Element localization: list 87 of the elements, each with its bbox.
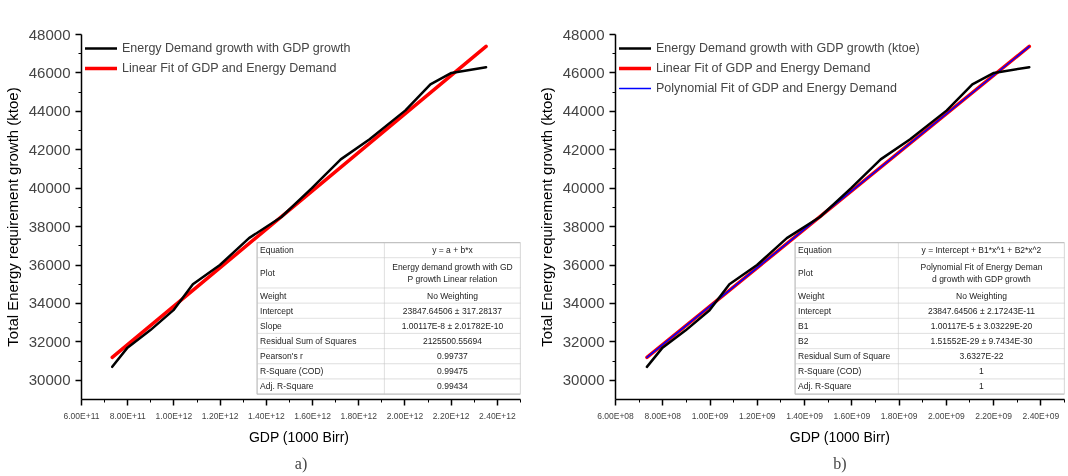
legend-label: Polynomial Fit of GDP and Energy Demand: [656, 81, 897, 95]
annotation: y = Intercept + B1*x^1 + B2*x^2: [921, 245, 1042, 256]
x-tick-label: 1.00E+12: [155, 410, 193, 421]
x-axis-title: GDP (1000 Birr): [248, 428, 349, 445]
annotation: Weight: [798, 290, 826, 301]
y-tick-label: 32000: [28, 332, 71, 350]
annotation: No Weighting: [956, 290, 1008, 301]
y-tick-label: 34000: [28, 294, 71, 312]
y-tick-label: 40000: [28, 179, 71, 197]
annotation: R-Square (COD): [260, 366, 324, 377]
annotation: 0.99475: [437, 366, 469, 377]
y-tick-label: 34000: [562, 294, 605, 312]
legend-label: Linear Fit of GDP and Energy Demand: [122, 61, 337, 75]
y-tick-label: 44000: [562, 102, 605, 120]
annotation: Plot: [260, 267, 276, 278]
y-tick-label: 36000: [562, 256, 605, 274]
x-tick-label: 2.40E+09: [1022, 410, 1060, 421]
annotation: 0.99434: [437, 381, 469, 392]
annotation: 1.51552E-29 ± 9.7434E-30: [930, 336, 1033, 347]
x-tick-label: 8.00E+11: [109, 410, 146, 421]
annotation: 2125500.55694: [422, 336, 483, 347]
x-tick-label: 2.00E+12: [386, 410, 424, 421]
x-tick-label: 1.20E+09: [738, 410, 776, 421]
x-tick-label: 1.00E+09: [691, 410, 729, 421]
annotation: Equation: [798, 245, 832, 256]
annotation: 1.00117E-8 ± 2.01782E-10: [401, 320, 504, 331]
annotation: 0.99737: [437, 351, 469, 362]
annotation: Residual Sum of Square: [798, 351, 891, 362]
y-tick-label: 38000: [562, 217, 605, 235]
y-tick-label: 42000: [562, 140, 605, 158]
y-tick-label: 42000: [28, 140, 71, 158]
annotation: Slope: [260, 320, 283, 331]
annotation: Energy demand growth with GD P growth Linear relation: [392, 261, 513, 284]
annotation: B2: [798, 336, 809, 347]
annotation: Polynomial Fit of Energy Deman d growth with GDP growth: [920, 261, 1043, 284]
text: b): [833, 454, 847, 473]
y-tick-label: 38000: [28, 217, 71, 235]
annotation: Pearson's r: [260, 351, 303, 362]
annotation: 1: [979, 381, 985, 392]
annotation: R-Square (COD): [798, 366, 862, 377]
x-axis-title: GDP (1000 Birr): [789, 428, 890, 445]
annotation: Intercept: [260, 305, 294, 316]
y-tick-label: 36000: [28, 256, 71, 274]
annotation: No Weighting: [427, 290, 479, 301]
y-tick-label: 30000: [562, 371, 605, 389]
annotation: Adj. R-Square: [260, 381, 314, 392]
annotation: 1: [979, 366, 985, 377]
x-tick-label: 6.00E+11: [63, 410, 100, 421]
x-tick-label: 6.00E+08: [597, 410, 635, 421]
annotation: Plot: [798, 267, 814, 278]
x-tick-label: 1.40E+09: [786, 410, 824, 421]
y-tick-label: 46000: [28, 63, 71, 81]
legend-label: Linear Fit of GDP and Energy Demand: [656, 61, 871, 75]
annotation: 1.00117E-5 ± 3.03229E-20: [930, 320, 1033, 331]
y-axis-title: Total Energy requirement growth (ktoe): [537, 87, 555, 347]
x-tick-label: 8.00E+08: [644, 410, 682, 421]
y-tick-label: 48000: [562, 25, 605, 43]
legend-label: Energy Demand growth with GDP growth: [122, 41, 351, 55]
annotation: 23847.64506 ± 317.28137: [402, 305, 503, 316]
y-tick-label: 32000: [562, 332, 605, 350]
annotation: Residual Sum of Squares: [260, 336, 357, 347]
x-tick-label: 2.20E+12: [432, 410, 470, 421]
annotation: Adj. R-Square: [798, 381, 852, 392]
x-tick-label: 1.80E+09: [880, 410, 918, 421]
annotation: y = a + b*x: [432, 245, 474, 256]
text: a): [294, 454, 308, 473]
y-tick-label: 48000: [28, 25, 71, 43]
legend-label: Energy Demand growth with GDP growth (ktoe): [656, 41, 920, 55]
x-tick-label: 2.20E+09: [975, 410, 1013, 421]
x-tick-label: 1.80E+12: [340, 410, 378, 421]
annotation: Intercept: [798, 305, 832, 316]
x-tick-label: 1.60E+09: [833, 410, 871, 421]
y-tick-label: 40000: [562, 179, 605, 197]
x-tick-label: 2.40E+12: [479, 410, 516, 421]
annotation: B1: [798, 320, 809, 331]
x-tick-label: 2.00E+09: [928, 410, 965, 421]
annotation: Weight: [260, 290, 288, 301]
y-tick-label: 46000: [562, 63, 605, 81]
y-tick-label: 30000: [28, 371, 71, 389]
x-tick-label: 1.40E+12: [248, 410, 285, 421]
annotation: Equation: [260, 245, 294, 256]
x-tick-label: 1.60E+12: [294, 410, 332, 421]
y-tick-label: 44000: [28, 102, 71, 120]
annotation: 23847.64506 ± 2.17243E-11: [927, 305, 1036, 316]
annotation: 3.6327E-22: [959, 351, 1004, 362]
y-axis-title: Total Energy requirement growth (ktoe): [3, 87, 21, 347]
x-tick-label: 1.20E+12: [201, 410, 239, 421]
